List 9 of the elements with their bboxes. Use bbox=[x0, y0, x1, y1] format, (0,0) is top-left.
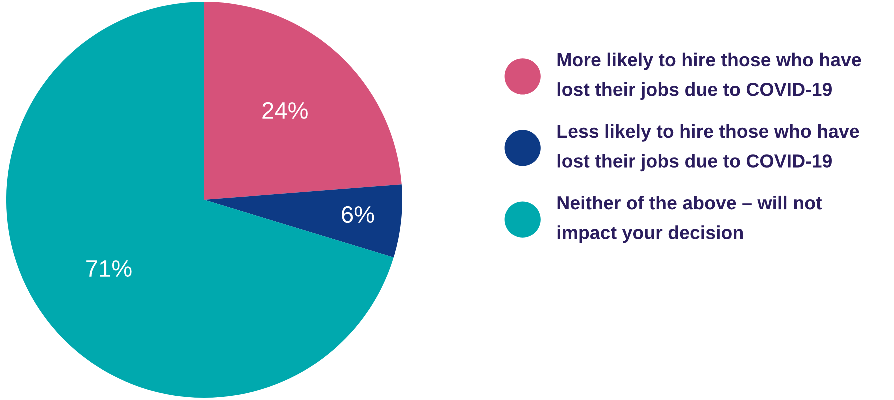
legend-label: More likely to hire those who have lost their jobs due to COVID-19 bbox=[558, 52, 862, 100]
pie-slice bbox=[6, 2, 394, 398]
pie-slice bbox=[204, 2, 402, 200]
data-label: 6% bbox=[342, 206, 374, 224]
legend-label: Less likely to hire those who have lost their jobs due to COVID-19 bbox=[558, 124, 860, 172]
data-label: 71% bbox=[86, 260, 132, 277]
data-label: 24% bbox=[262, 102, 308, 120]
legend-label: Neither of the above – will not impact your decision bbox=[558, 196, 822, 244]
pie-slice bbox=[204, 184, 402, 258]
